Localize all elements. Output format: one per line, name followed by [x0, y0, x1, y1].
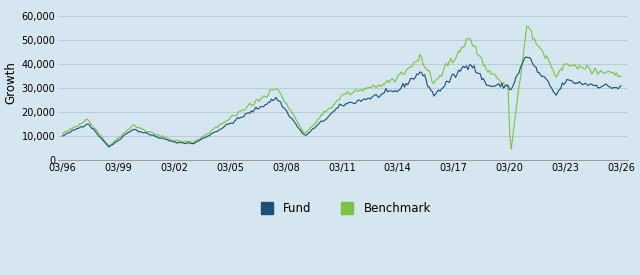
Y-axis label: Growth: Growth — [4, 61, 17, 104]
Legend: Fund, Benchmark: Fund, Benchmark — [250, 197, 436, 220]
